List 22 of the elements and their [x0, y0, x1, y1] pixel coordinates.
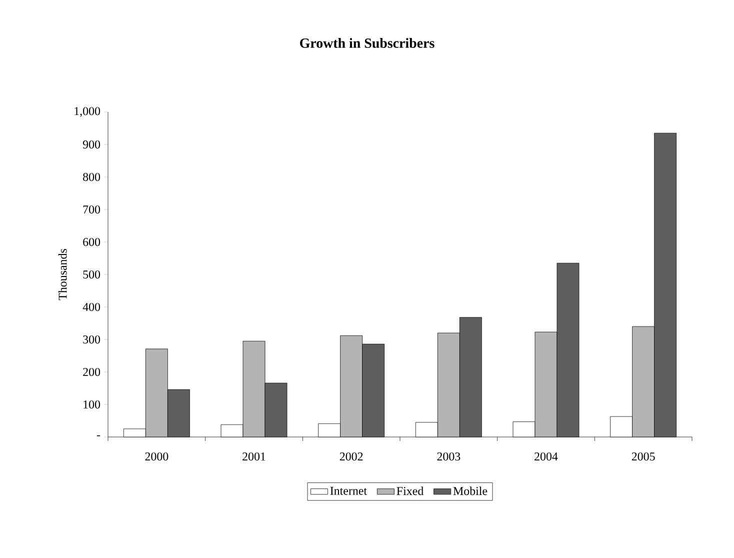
chart-title: Growth in Subscribers: [300, 38, 434, 48]
y-tick-label: 600: [83, 238, 100, 246]
y-tick-label: 400: [82, 302, 100, 312]
y-tick-label: 1,000: [74, 107, 100, 117]
y-tick-label: 200: [83, 368, 100, 376]
y-tick-label: 900: [82, 140, 100, 149]
legend-label: Mobile: [453, 486, 488, 496]
x-tick-label: 2003: [437, 452, 460, 461]
x-tick-label: 2005: [632, 452, 655, 461]
legend-label: Fixed: [396, 486, 424, 496]
legend-label: Internet: [330, 486, 367, 495]
y-tick-label: -: [96, 435, 100, 436]
y-axis-title: Thousands: [58, 249, 67, 300]
x-tick-label: 2000: [145, 452, 168, 461]
x-tick-label: 2001: [242, 452, 266, 461]
y-tick-label: 500: [83, 270, 100, 279]
x-tick-label: 2004: [534, 452, 558, 461]
y-tick-label: 100: [84, 400, 100, 409]
x-tick-label: 2002: [340, 452, 363, 461]
y-tick-label: 700: [83, 205, 100, 214]
y-tick-label: 300: [83, 335, 100, 344]
y-tick-label: 800: [83, 172, 100, 182]
